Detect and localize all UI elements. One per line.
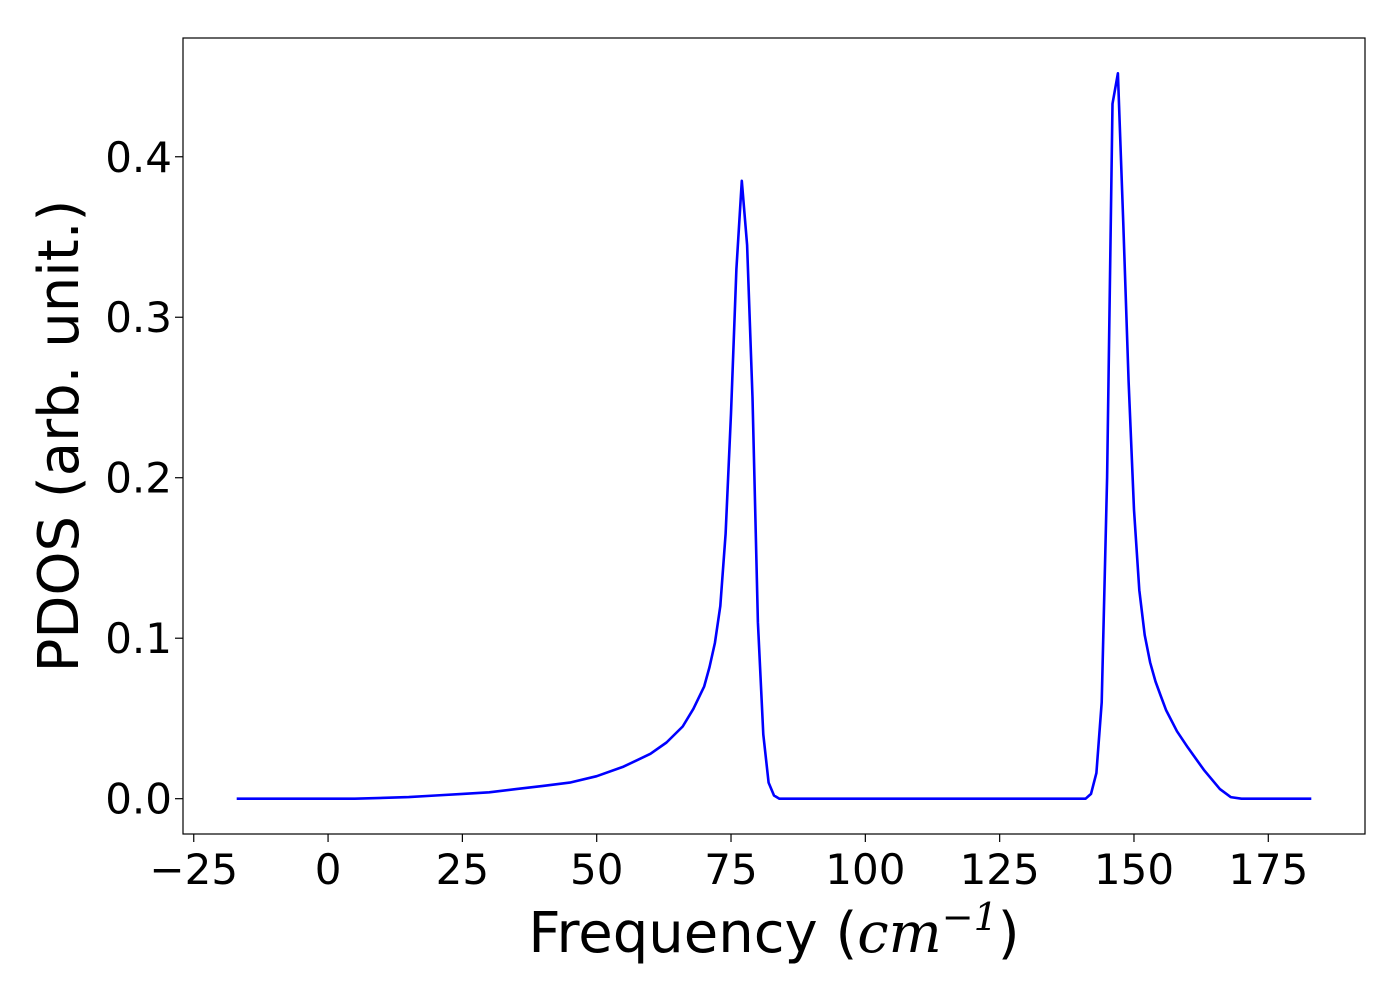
- y-tick-label: 0.0: [105, 775, 172, 824]
- x-tick-label: 150: [1094, 845, 1174, 894]
- x-tick-label: 75: [704, 845, 757, 894]
- y-tick-label: 0.2: [105, 454, 172, 503]
- axes-frame: [182, 37, 1366, 835]
- y-axis-title: PDOS (arb. unit.): [27, 200, 92, 673]
- y-tick-label: 0.4: [105, 133, 172, 182]
- x-tick-label: 25: [436, 845, 489, 894]
- x-tick-label: 50: [570, 845, 623, 894]
- y-axis-ticks: 0.0 0.1 0.2 0.3 0.4: [105, 133, 183, 824]
- x-axis-title: Frequency (cm−1): [528, 895, 1019, 966]
- y-tick-label: 0.1: [105, 614, 172, 663]
- x-tick-label: 175: [1228, 845, 1308, 894]
- x-tick-label: −25: [149, 845, 238, 894]
- x-axis-ticks: −25 0 25 50 75 100 125 150 175: [149, 834, 1308, 894]
- plot-area: [236, 72, 1312, 801]
- x-tick-label: 100: [825, 845, 905, 894]
- x-tick-label: 125: [960, 845, 1040, 894]
- x-tick-label: 0: [315, 845, 342, 894]
- pdos-series-line: [236, 72, 1312, 801]
- y-tick-label: 0.3: [105, 293, 172, 342]
